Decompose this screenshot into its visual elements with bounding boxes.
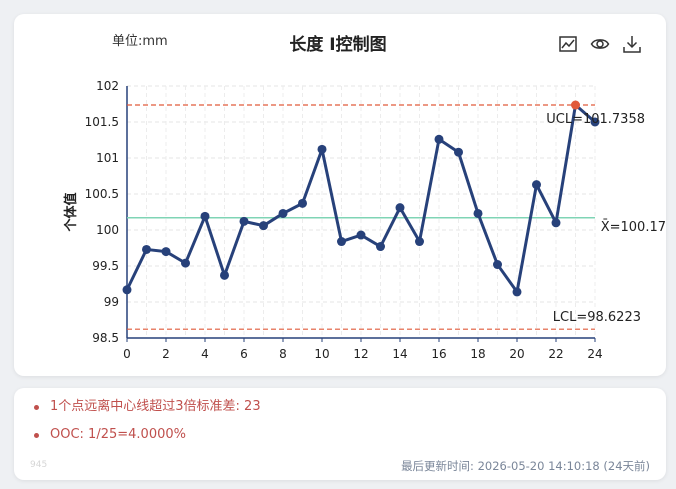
data-point: [512, 287, 522, 297]
line-chart-icon[interactable]: [558, 34, 578, 54]
ooc-data-point: [571, 100, 580, 110]
ucl-label: UCL=101.7358: [546, 112, 645, 127]
x-tick-label: 16: [431, 347, 446, 361]
y-tick-label: 99: [104, 295, 119, 309]
data-point: [590, 117, 600, 127]
data-point: [376, 242, 385, 252]
info-card: [14, 388, 666, 480]
data-point: [434, 134, 444, 144]
ooc-rule-message: 1个点远离中心线超过3倍标准差: 23: [32, 398, 261, 416]
data-point: [317, 144, 327, 154]
data-point: [220, 270, 229, 280]
y-tick-label: 100.5: [85, 187, 119, 201]
x-tick-label: 8: [279, 347, 287, 361]
unit-label: 单位:mm: [112, 34, 168, 49]
x-tick-label: 12: [353, 347, 368, 361]
data-point: [356, 230, 366, 240]
data-point: [551, 218, 561, 228]
y-tick-label: 101.5: [85, 115, 119, 129]
data-point: [259, 221, 268, 231]
center-label: X̄=100.17: [601, 219, 666, 234]
chart-card: [14, 14, 666, 376]
download-icon[interactable]: [622, 34, 642, 54]
data-point: [337, 237, 346, 247]
y-tick-label: 99.5: [92, 259, 119, 273]
x-tick-label: 22: [548, 347, 563, 361]
data-point: [454, 147, 463, 157]
lcl-label: LCL=98.6223: [553, 310, 641, 325]
chart-toolbar: [558, 34, 642, 54]
x-tick-label: 24: [587, 347, 602, 361]
y-tick-label: 102: [96, 79, 119, 93]
data-point: [200, 211, 210, 221]
data-point: [415, 237, 424, 247]
data-point: [395, 203, 405, 213]
x-tick-label: 6: [240, 347, 248, 361]
data-point: [239, 216, 249, 226]
x-tick-label: 4: [201, 347, 209, 361]
ooc-rate-message: OOC: 1/25=4.0000%: [32, 426, 261, 444]
y-tick-label: 101: [96, 151, 119, 165]
data-point: [493, 260, 502, 270]
faint-id-text: 945: [30, 460, 48, 470]
data-point: [142, 244, 151, 254]
data-point: [532, 180, 541, 190]
last-update-time: 最后更新时间: 2026-05-20 14:10:18 (24天前): [401, 459, 650, 473]
x-tick-label: 10: [314, 347, 329, 361]
chart-title: 长度 I控制图: [289, 35, 387, 55]
x-tick-label: 20: [509, 347, 524, 361]
data-point: [161, 247, 171, 257]
x-tick-label: 2: [162, 347, 170, 361]
x-tick-label: 18: [470, 347, 485, 361]
y-axis-title: 个体值: [63, 192, 79, 232]
data-point: [278, 208, 288, 218]
data-point: [473, 208, 483, 218]
data-point: [181, 258, 190, 268]
y-tick-label: 98.5: [92, 331, 119, 345]
x-tick-label: 14: [392, 347, 407, 361]
x-tick-label: 0: [123, 347, 131, 361]
eye-icon[interactable]: [590, 34, 610, 54]
ooc-message-list: 1个点远离中心线超过3倍标准差: 23 OOC: 1/25=4.0000%: [32, 398, 261, 454]
data-point: [122, 285, 132, 295]
data-point: [298, 198, 307, 208]
y-tick-label: 100: [96, 223, 119, 237]
